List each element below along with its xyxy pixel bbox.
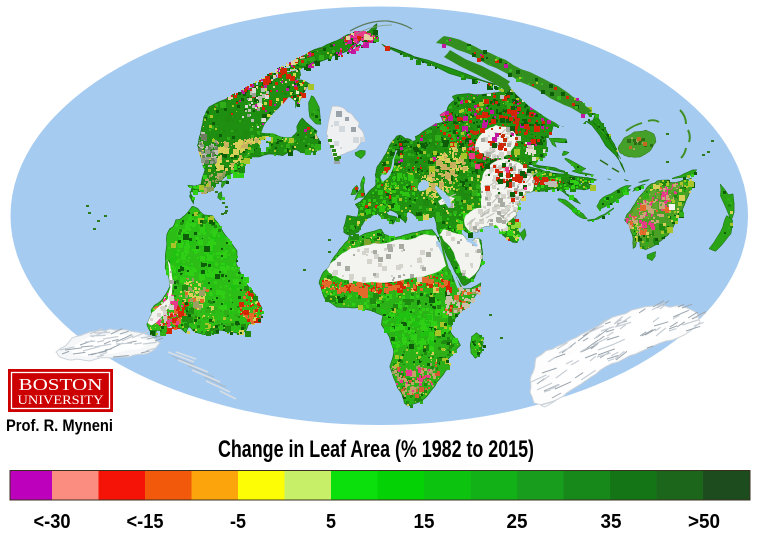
svg-text:Prof. R. Myneni: Prof. R. Myneni: [6, 417, 113, 435]
svg-text:>50: >50: [688, 511, 720, 533]
svg-text:Change in Leaf Area (% 1982 to: Change in Leaf Area (% 1982 to 2015): [218, 436, 534, 463]
svg-text:<-15: <-15: [127, 511, 164, 533]
svg-text:35: 35: [601, 511, 622, 533]
svg-text:<-30: <-30: [34, 511, 71, 533]
svg-text:-5: -5: [230, 511, 246, 533]
svg-text:15: 15: [414, 511, 435, 533]
svg-text:BOSTON: BOSTON: [19, 375, 103, 394]
svg-text:5: 5: [326, 511, 336, 533]
svg-text:UNIVERSITY: UNIVERSITY: [18, 393, 104, 407]
svg-text:25: 25: [507, 511, 528, 533]
